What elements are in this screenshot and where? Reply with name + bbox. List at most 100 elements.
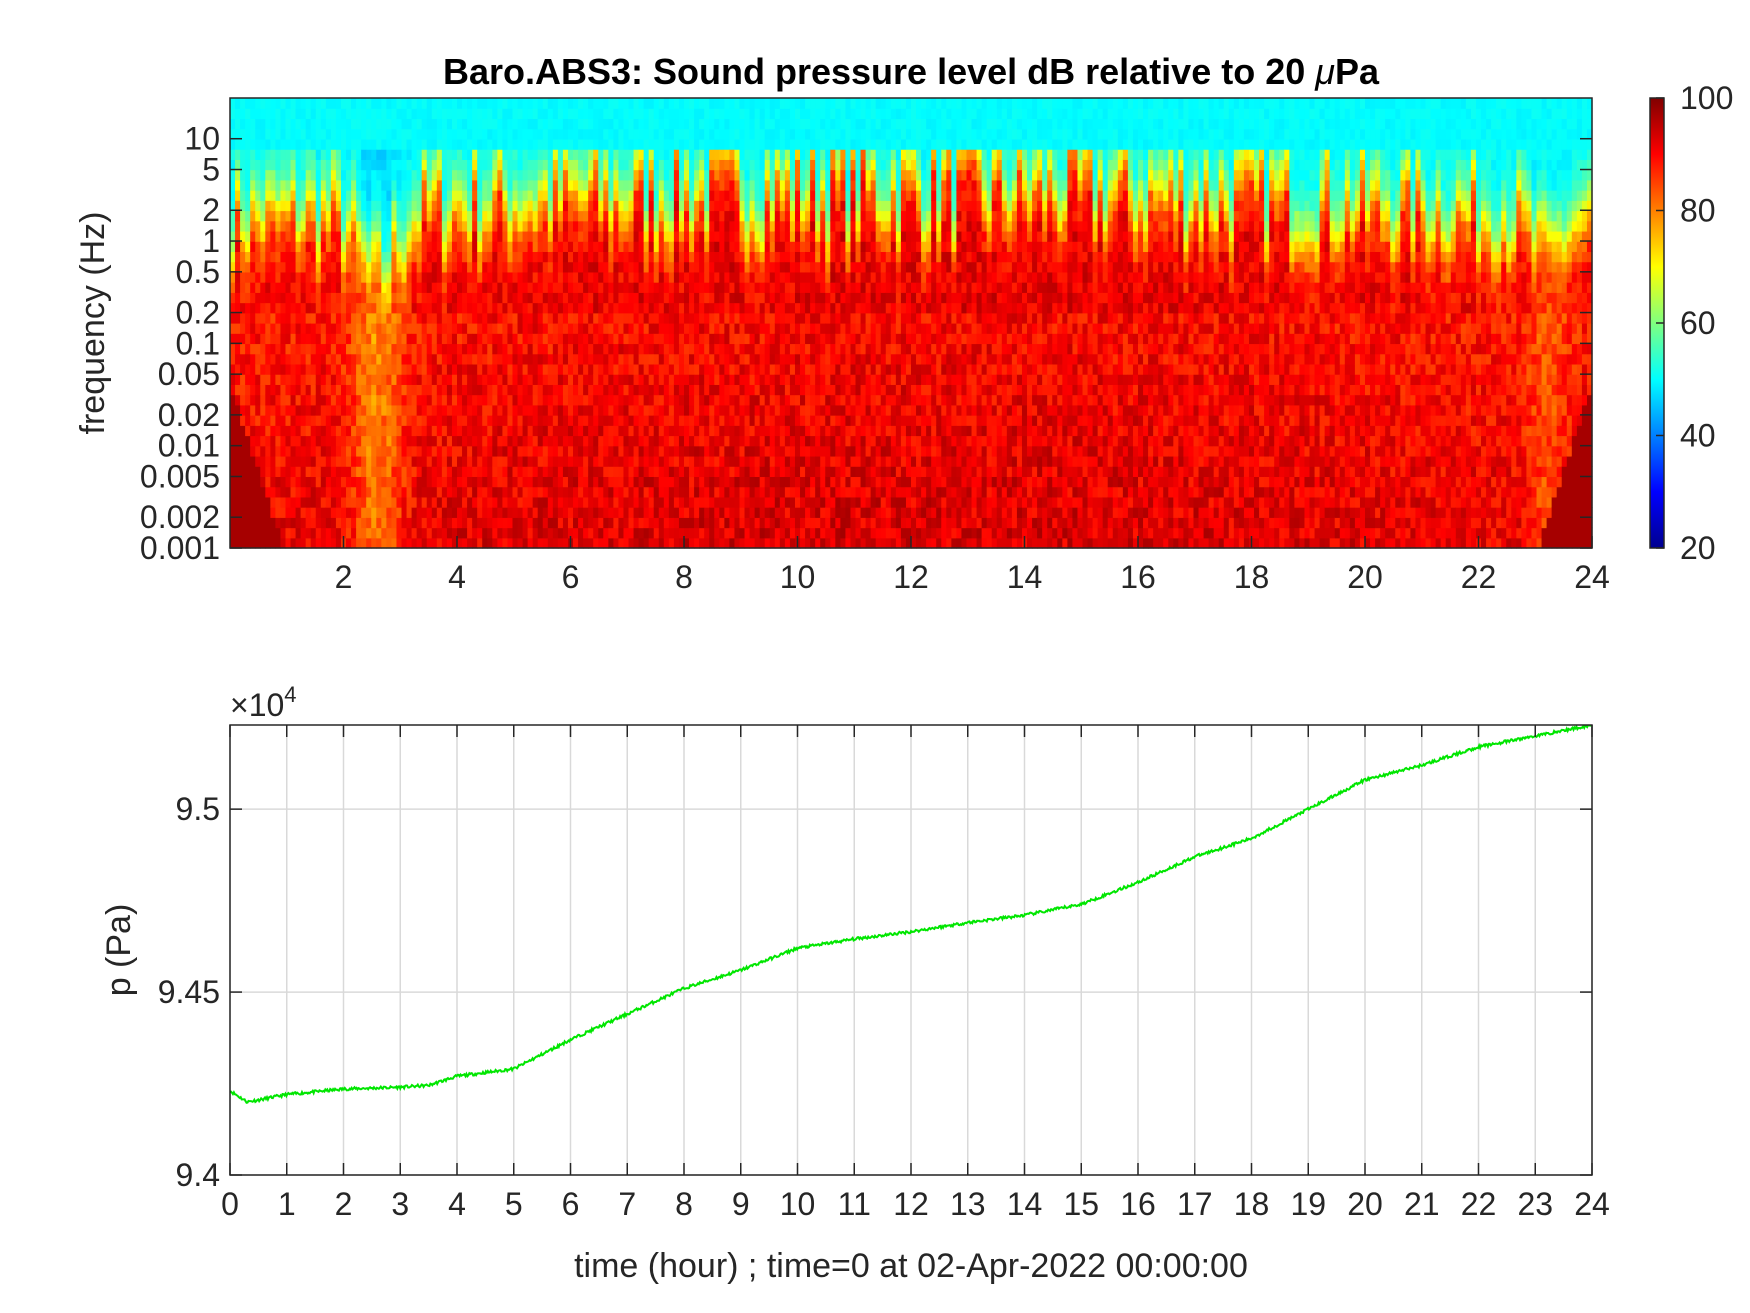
spectrogram-cell (250, 302, 256, 314)
spectrogram-cell (245, 200, 251, 212)
spectrogram-cell (663, 241, 670, 253)
spectrogram-cell (255, 200, 261, 212)
spectrogram-cell (719, 486, 725, 498)
spectrogram-cell (477, 363, 483, 375)
spectrogram-cell (764, 425, 771, 437)
spectrogram-cell (552, 404, 559, 416)
spectrogram-cell (800, 507, 806, 518)
spectrogram-cell (335, 138, 342, 150)
spectrogram-cell (300, 200, 307, 212)
spectrogram-cell (250, 435, 256, 447)
spectrogram-cell (346, 517, 352, 529)
spectrogram-cell (588, 507, 594, 518)
spectrogram-cell (270, 179, 276, 191)
spectrogram-cell (527, 537, 534, 549)
spectrogram-cell (235, 527, 241, 539)
spectrogram-cell (482, 455, 488, 467)
spectrogram-cell (376, 149, 382, 160)
spectrogram-cell (406, 486, 413, 498)
spectrogram-cell (245, 128, 251, 140)
spectrogram-cell (401, 394, 408, 406)
spectrogram-cell (487, 353, 493, 365)
spectrogram-cell (300, 486, 307, 498)
spectrogram-cell (280, 230, 287, 242)
spectrogram-cell (426, 159, 433, 171)
spectrogram-cell (436, 394, 443, 406)
spectrogram-cell (779, 118, 786, 130)
spectrogram-cell (446, 138, 453, 150)
spectrogram-cell (618, 374, 625, 385)
spectrogram-cell (643, 496, 650, 508)
spectrogram-cell (699, 425, 705, 437)
spectrogram-cell (749, 425, 756, 437)
spectrogram-cell (477, 466, 483, 478)
spectrogram-cell (663, 190, 670, 201)
spectrogram-cell (593, 251, 599, 263)
spectrogram-cell (542, 507, 549, 518)
spectrogram-cell (467, 333, 473, 345)
spectrogram-cell (552, 149, 559, 160)
spectrogram-cell (588, 210, 594, 222)
spectrogram-cell (633, 159, 640, 171)
spectrogram-cell (663, 363, 670, 375)
spectrogram-cell (482, 425, 488, 437)
spectrogram-cell (391, 179, 398, 191)
spectrogram-cell (275, 455, 282, 467)
spectrogram-cell (562, 200, 569, 212)
spectrogram-cell (507, 394, 514, 406)
spectrogram-cell (714, 425, 720, 437)
spectrogram-cell (583, 282, 589, 293)
spectrogram-cell (673, 230, 680, 242)
spectrogram-cell (759, 292, 766, 304)
spectrogram-cell (638, 415, 645, 426)
spectrogram-cell (573, 415, 579, 426)
spectrogram-cell (265, 220, 271, 232)
spectrogram-cell (230, 169, 236, 181)
spectrogram-panel: Baro.ABS3: Sound pressure level dB relat… (74, 51, 1610, 595)
spectrogram-cell (567, 415, 574, 426)
spectrogram-cell (653, 261, 660, 273)
spectrogram-cell (603, 404, 609, 416)
spectrogram-cell (436, 435, 443, 447)
spectrogram-cell (759, 384, 766, 396)
spectrogram-cell (487, 425, 493, 437)
spectrogram-cell (457, 118, 463, 130)
spectrogram-cell (668, 394, 675, 406)
spectrogram-cell (789, 537, 796, 549)
spectrogram-cell (769, 445, 776, 457)
spectrogram-cell (684, 292, 690, 304)
spectrogram-cell (472, 537, 478, 549)
spectrogram-cell (754, 149, 761, 160)
spectrogram-cell (689, 230, 695, 242)
spectrogram-cell (275, 323, 282, 334)
spectrogram-cell (391, 517, 398, 529)
spectrogram-cell (668, 302, 675, 314)
spectrogram-cell (320, 169, 327, 181)
spectrogram-cell (325, 404, 332, 416)
spectrogram-cell (784, 507, 791, 518)
spectrogram-cell (376, 507, 382, 518)
spectrogram-cell (724, 230, 730, 242)
spectrogram-cell (739, 128, 746, 140)
spectrogram-cell (310, 149, 317, 160)
spectrogram-cell (451, 312, 458, 324)
spectrogram-cell (436, 496, 443, 508)
spectrogram-cell (330, 302, 337, 314)
spectrogram-cell (512, 333, 519, 345)
spectrogram-cell (694, 363, 700, 375)
spectrogram-cell (704, 374, 710, 385)
spectrogram-cell (426, 537, 433, 549)
spectrogram-cell (381, 343, 387, 355)
spectrogram-cell (542, 343, 549, 355)
spectrogram-cell (689, 374, 695, 385)
spectrogram-cell (613, 108, 620, 120)
spectrogram-cell (502, 537, 509, 549)
spectrogram-cell (446, 200, 453, 212)
spectrogram-cell (300, 312, 307, 324)
spectrogram-cell (401, 261, 408, 273)
spectrogram-cell (684, 363, 690, 375)
spectrogram-cell (542, 476, 549, 488)
spectrogram-cell (330, 241, 337, 253)
spectrogram-cell (240, 200, 246, 212)
spectrogram-cell (457, 435, 463, 447)
